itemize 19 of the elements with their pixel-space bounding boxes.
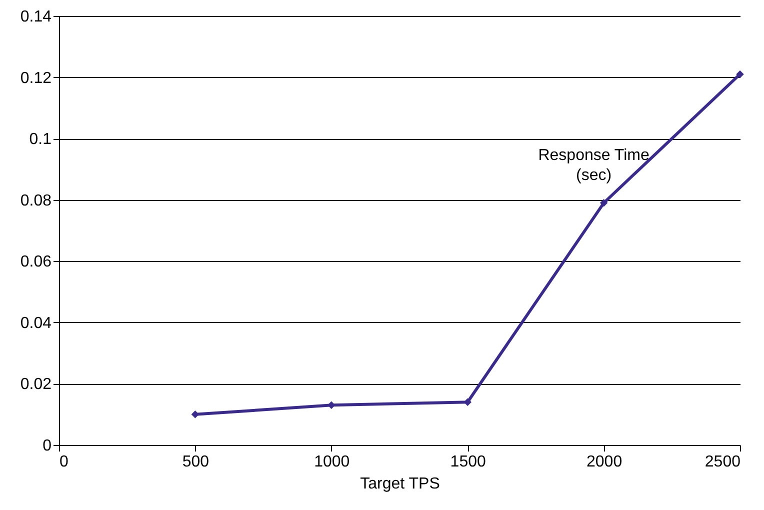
y-tick-label: 0.1 <box>29 131 52 148</box>
y-tick-label: 0.08 <box>20 192 52 210</box>
point <box>600 199 608 207</box>
series-label: Response Time (sec) <box>538 146 650 184</box>
x-axis-title: Target TPS <box>360 476 440 492</box>
y-tick-label: 0.02 <box>20 376 52 394</box>
x-tick-label: 1500 <box>450 454 486 470</box>
y-tick-label: 0 <box>42 438 52 454</box>
point <box>736 70 744 78</box>
y-tick-label: 0.14 <box>20 8 52 26</box>
x-tick-label: 2500 <box>704 454 741 470</box>
point <box>464 398 472 406</box>
x-tick-label: 2000 <box>586 454 622 470</box>
y-tick-label: 0.04 <box>20 314 52 332</box>
x-tick-label: 0 <box>60 454 68 470</box>
y-tick-label: 0.06 <box>20 254 52 271</box>
x-tick-label: 500 <box>182 454 210 470</box>
y-tick-label: 0.12 <box>20 70 52 87</box>
x-tick-label: 1000 <box>314 454 350 470</box>
